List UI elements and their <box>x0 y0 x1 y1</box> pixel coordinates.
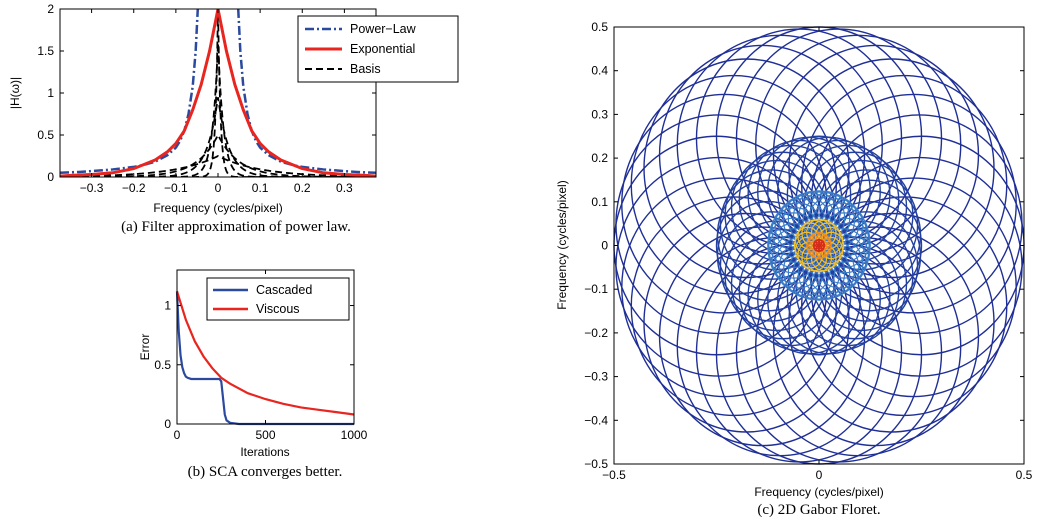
gabor-contour <box>810 236 864 293</box>
floret-ring-5 <box>812 238 826 253</box>
panel-c-ytick-label: 0.1 <box>591 195 608 209</box>
legend-label-viscous: Viscous <box>256 302 300 316</box>
panel-a-series <box>60 9 376 177</box>
panel-a-xtick-label: 0 <box>215 181 222 195</box>
gabor-contour <box>802 242 856 299</box>
panel-c-xtick-label: 0 <box>816 468 823 482</box>
panel-a-ytick-label: 0 <box>47 170 54 184</box>
panel-b-xtick-label: 500 <box>255 428 275 442</box>
gabor-contour <box>817 244 825 252</box>
series-power-law-branch-0 <box>60 9 200 175</box>
series-basis-component-2 <box>60 97 376 177</box>
panel-b-ytick-label: 1 <box>164 299 171 313</box>
panel-a-marks <box>60 9 376 177</box>
gabor-contour <box>801 196 1008 417</box>
panel-a: −0.3 −0.2 −0.1 0 0.1 0.2 0.3 0 0.5 1 1.5 2 Frequenc… <box>8 2 459 235</box>
panel-c-ytick-label: −0.4 <box>584 413 608 427</box>
panel-c-caption: (c) 2D Gabor Floret. <box>757 502 880 518</box>
panel-b-legend-box <box>206 277 350 321</box>
series-basis-component-4 <box>60 154 376 177</box>
series-viscous <box>175 290 355 416</box>
panel-a-ytick-label: 1.5 <box>37 44 54 58</box>
legend-label-basis: Basis <box>350 62 381 76</box>
panel-c-marks <box>613 26 1025 465</box>
panel-b-xtick-label: 0 <box>174 428 181 442</box>
gabor-contour <box>788 212 995 433</box>
panel-c-xtick-label: −0.5 <box>602 468 626 482</box>
gabor-contour <box>772 226 980 447</box>
panel-b-ylabel: Error <box>138 334 152 361</box>
series-power-law-branch-1 <box>236 9 376 175</box>
panel-c-ylabel: Frequency (cycles/pixel) <box>555 180 569 309</box>
panel-c-xtick-label: 0.5 <box>1016 468 1033 482</box>
panel-a-xtick-label: 0.3 <box>336 181 353 195</box>
panel-b-xtick-label: 1000 <box>341 428 368 442</box>
panel-c-ytick-label: 0 <box>601 239 608 253</box>
panel-c-ytick-label: 0.3 <box>591 107 608 121</box>
series-cascaded <box>175 291 354 426</box>
panel-c-ticks: −0.5 0 0.5 −0.5 −0.4 −0.3 −0.2 −0.1 0 0.1 0.2 0.3 0.… <box>584 20 1032 482</box>
panel-c-ytick-label: 0.5 <box>591 20 608 34</box>
panel-c-ytick-label: −0.1 <box>584 282 608 296</box>
gabor-contour <box>735 242 943 463</box>
panel-a-xlabel: Frequency (cycles/pixel) <box>153 201 282 215</box>
panel-a-ytick-label: 2 <box>47 2 54 16</box>
panel-a-xtick-label: 0.2 <box>294 181 311 195</box>
legend-label-power-law: Power−Law <box>350 22 417 36</box>
panel-b-ytick-label: 0.5 <box>154 358 171 372</box>
panel-c-ytick-label: 0.4 <box>591 64 608 78</box>
legend-label-exponential: Exponential <box>350 42 415 56</box>
floret-ring-0 <box>613 26 1025 465</box>
legend-label-cascaded: Cascaded <box>256 283 312 297</box>
panel-a-xtick-label: 0.1 <box>252 181 269 195</box>
panel-a-ytick-label: 1 <box>47 86 54 100</box>
panel-a-ytick-label: 0.5 <box>37 128 54 142</box>
series-exponential <box>60 9 376 177</box>
panel-b: 0 500 1000 0 0.5 1 Iterations Error Cascaded … <box>138 269 368 480</box>
panel-b-legend: Cascaded Viscous <box>206 277 350 321</box>
panel-b-ytick-label: 0 <box>164 417 171 431</box>
gabor-contour <box>803 228 908 340</box>
panel-a-xtick-label: −0.3 <box>80 181 104 195</box>
panel-a-ylabel: |H(ω)| <box>8 77 22 109</box>
panel-a-xtick-label: −0.2 <box>122 181 146 195</box>
panel-c-ytick-label: −0.2 <box>584 326 608 340</box>
panel-c-ytick-label: −0.3 <box>584 370 608 384</box>
panel-c-xlabel: Frequency (cycles/pixel) <box>754 485 883 499</box>
panel-a-legend: Power−Law Exponential Basis <box>297 15 459 83</box>
gabor-contour <box>816 228 869 284</box>
gabor-contour <box>816 156 1023 377</box>
panel-b-ticks: 0 500 1000 0 0.5 1 <box>154 270 368 442</box>
panel-a-xtick-label: −0.1 <box>164 181 188 195</box>
gabor-contour <box>809 220 914 332</box>
panel-c-ytick-label: 0.2 <box>591 151 608 165</box>
panel-c: −0.5 0 0.5 −0.5 −0.4 −0.3 −0.2 −0.1 0 0.1 0.2 0.3 0.… <box>555 20 1033 518</box>
panel-a-ticks: −0.3 −0.2 −0.1 0 0.1 0.2 0.3 0 0.5 1 1.5 2 <box>37 2 376 195</box>
gabor-contour <box>795 235 900 347</box>
panel-c-ytick-label: −0.5 <box>584 457 608 471</box>
panel-b-xlabel: Iterations <box>240 445 289 459</box>
panel-b-marks <box>175 290 355 426</box>
panel-a-caption: (a) Filter approximation of power law. <box>121 219 351 235</box>
panel-b-caption: (b) SCA converges better. <box>188 464 343 480</box>
